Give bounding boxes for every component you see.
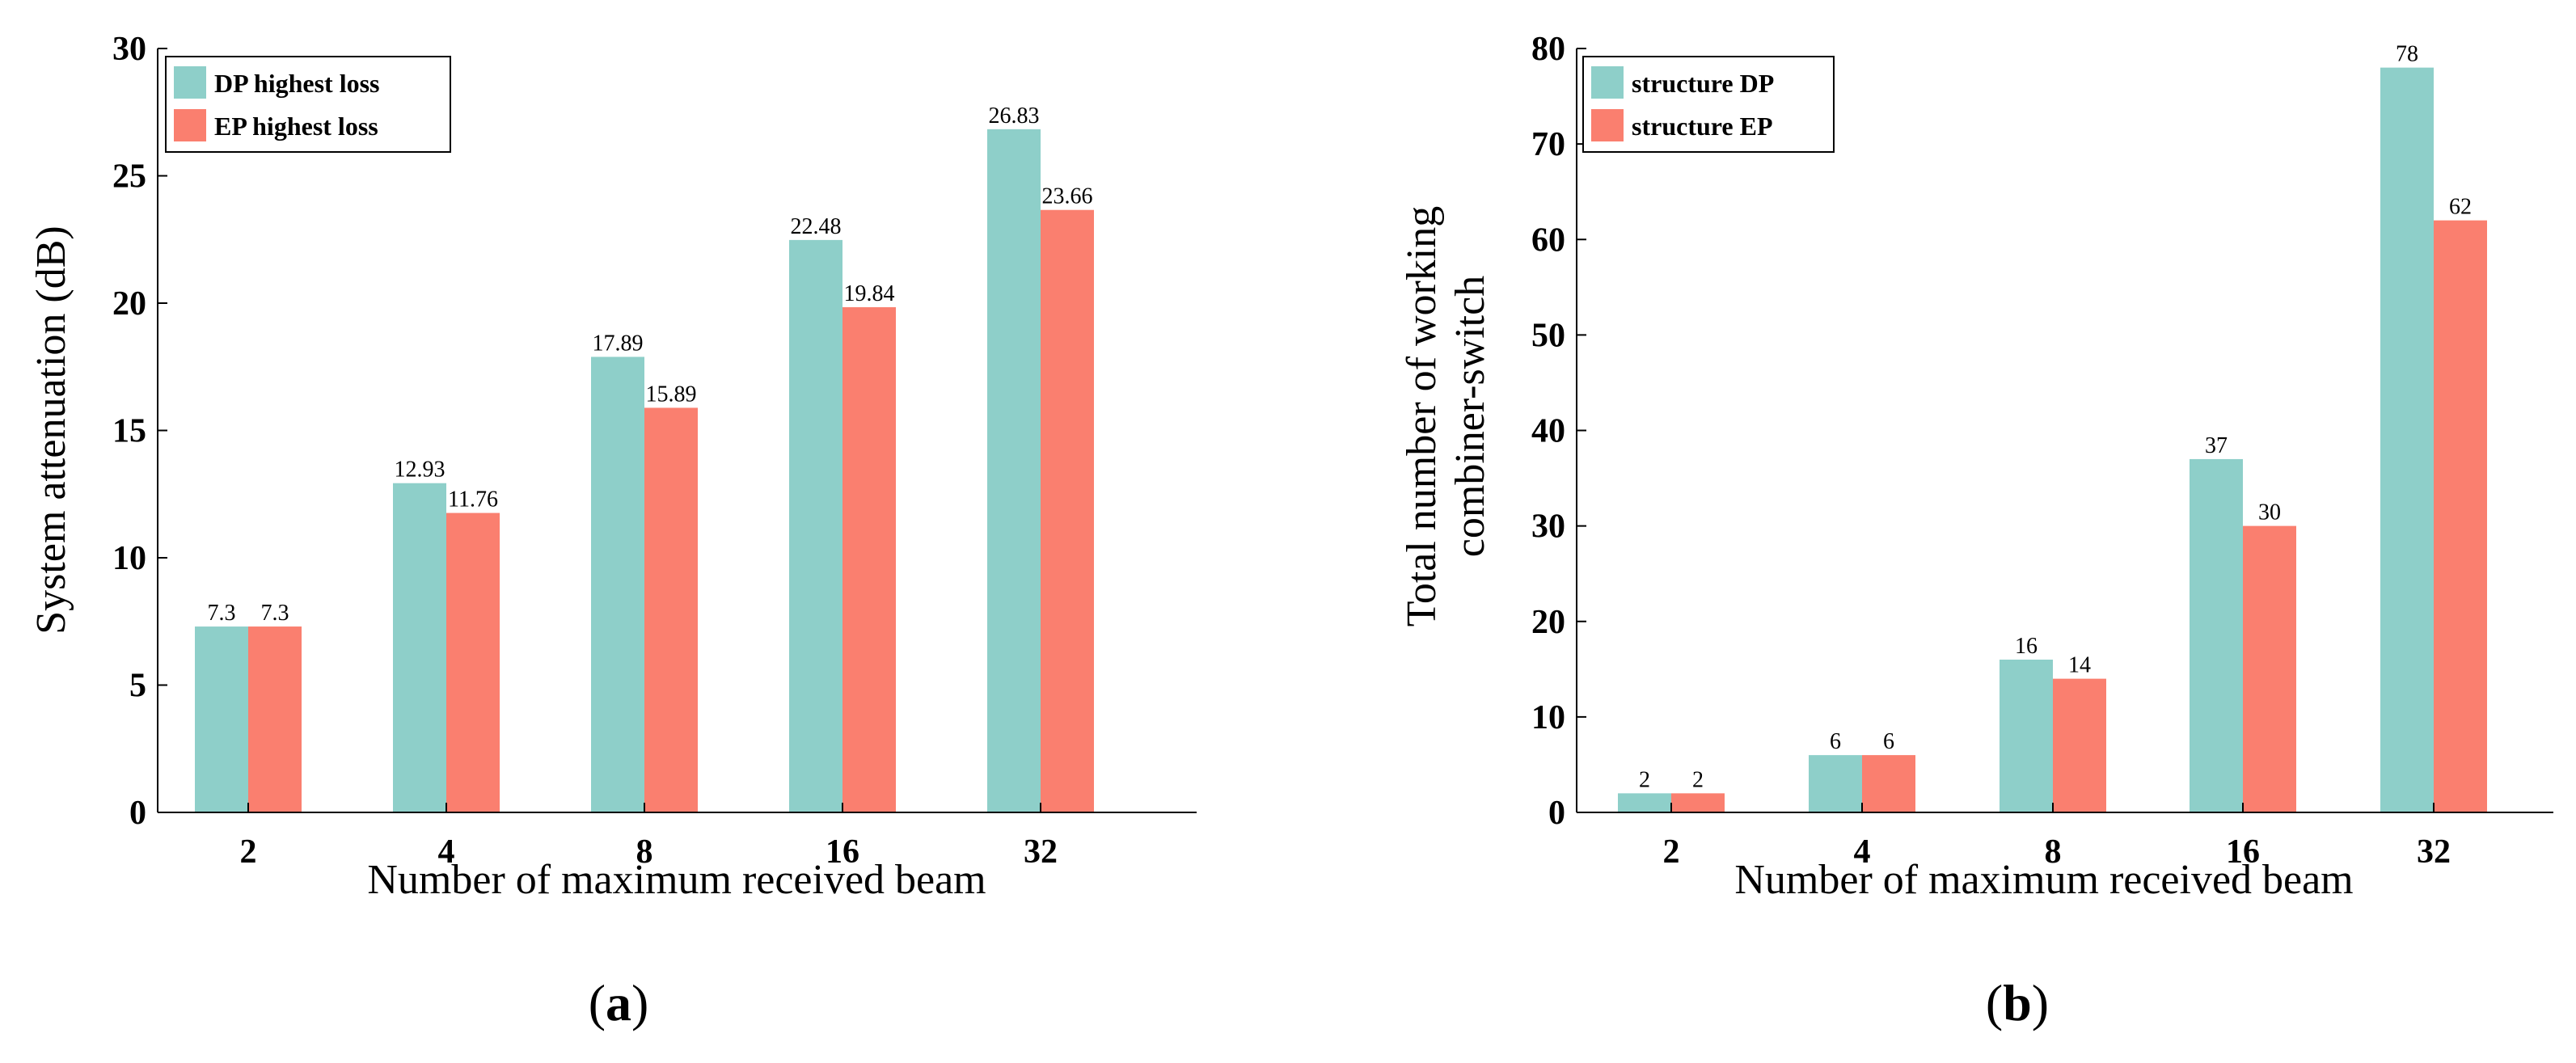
- y-tick-label-b: 70: [1531, 126, 1565, 163]
- x-axis-title-a: Number of maximum received beam: [367, 857, 986, 903]
- legend-swatch-a-1: [174, 109, 206, 141]
- legend-label-a-1: EP highest loss: [214, 112, 378, 141]
- x-tick-label-a: 8: [636, 833, 653, 871]
- data-label-a-0-32: 26.83: [989, 103, 1040, 129]
- panel-letter-a: a: [606, 974, 631, 1031]
- data-label-a-0-2: 7.3: [208, 601, 236, 626]
- data-label-a-0-8: 17.89: [593, 331, 644, 356]
- bar-a-0-2: [195, 626, 248, 812]
- data-label-a-1-4: 11.76: [448, 487, 498, 513]
- bar-b-1-16: [2243, 525, 2296, 812]
- bar-a-0-8: [591, 356, 644, 813]
- y-tick-label-b: 20: [1531, 604, 1565, 641]
- panel-letter-b: b: [2003, 974, 2032, 1031]
- bar-a-1-32: [1041, 209, 1094, 813]
- y-tick-label-b: 30: [1531, 508, 1565, 546]
- bar-a-0-32: [987, 129, 1041, 813]
- y-ticks-a: 0 5 10 15 20 25 30: [112, 31, 167, 832]
- chart-panel-b: 2 2 6 6 16 14 37 30 78 62 0 10 20 30 40 50 60 70 80 2 4 8 16…: [1399, 31, 2553, 1031]
- x-tick-label-a: 2: [240, 833, 257, 871]
- x-tick-label-b: 2: [1663, 833, 1680, 871]
- bar-a-1-8: [644, 407, 698, 812]
- x-tick-label-a: 32: [1024, 833, 1058, 871]
- data-label-b-1-2: 2: [1692, 767, 1704, 792]
- bar-a-1-2: [248, 626, 302, 812]
- bar-a-0-16: [789, 239, 842, 812]
- bar-b-1-2: [1671, 793, 1725, 812]
- x-ticks-a: 2 4 8 16 32: [240, 803, 1058, 871]
- y-tick-label-a: 10: [112, 540, 146, 577]
- x-tick-label-b: 8: [2045, 833, 2062, 871]
- y-tick-label-a: 30: [112, 31, 146, 68]
- x-tick-label-b: 4: [1854, 833, 1871, 871]
- bar-b-0-4: [1809, 755, 1862, 812]
- legend-label-b-1: structure EP: [1632, 112, 1772, 141]
- bar-b-0-8: [2000, 660, 2053, 812]
- bar-a-1-4: [446, 513, 500, 812]
- x-tick-label-b: 32: [2417, 833, 2451, 871]
- data-label-b-1-4: 6: [1883, 729, 1894, 754]
- legend-swatch-a-0: [174, 66, 206, 99]
- x-ticks-b: 2 4 8 16 32: [1663, 803, 2451, 871]
- x-axis-title-b: Number of maximum received beam: [1734, 857, 2353, 903]
- data-label-b-1-32: 62: [2449, 195, 2472, 220]
- legend-box-b: [1582, 56, 1835, 153]
- y-tick-label-b: 40: [1531, 413, 1565, 450]
- legend-swatch-b-1: [1591, 109, 1624, 141]
- data-label-b-0-16: 37: [2205, 433, 2228, 458]
- y-tick-label-b: 60: [1531, 221, 1565, 259]
- y-tick-label-a: 20: [112, 285, 146, 323]
- data-label-b-1-16: 30: [2258, 500, 2281, 525]
- bar-a-1-16: [842, 307, 896, 812]
- y-tick-label-a: 15: [112, 413, 146, 450]
- y-tick-label-b: 50: [1531, 317, 1565, 354]
- y-tick-label-a: 0: [129, 795, 146, 832]
- legend-a: DP highest loss EP highest loss: [165, 56, 451, 153]
- y-tick-label-a: 25: [112, 158, 146, 196]
- y-tick-label-a: 5: [129, 668, 146, 705]
- data-label-a-1-2: 7.3: [261, 601, 289, 626]
- y-axis-title-a: System attenuation (dB): [28, 226, 74, 634]
- y-axis-title-b-line2: combiner-switch: [1447, 276, 1493, 557]
- data-label-b-0-4: 6: [1830, 729, 1841, 754]
- y-ticks-b: 0 10 20 30 40 50 60 70 80: [1531, 31, 1586, 832]
- data-label-a-1-32: 23.66: [1042, 184, 1093, 209]
- data-label-a-0-16: 22.48: [791, 214, 842, 239]
- panel-label-a: (a): [589, 974, 649, 1031]
- y-axis-title-b-line1: Total number of working: [1399, 206, 1445, 627]
- data-label-b-0-8: 16: [2015, 634, 2038, 659]
- legend-swatch-b-0: [1591, 66, 1624, 99]
- bar-b-0-32: [2380, 67, 2434, 812]
- bar-a-0-4: [393, 483, 446, 812]
- data-label-a-1-8: 15.89: [646, 382, 697, 407]
- legend-box-a: [165, 56, 451, 153]
- data-label-b-0-32: 78: [2396, 42, 2418, 67]
- x-tick-label-a: 4: [438, 833, 455, 871]
- legend-label-a-0: DP highest loss: [214, 69, 379, 98]
- legend-b: structure DP structure EP: [1582, 56, 1835, 153]
- y-tick-label-b: 0: [1548, 795, 1565, 832]
- data-label-a-1-16: 19.84: [844, 281, 895, 306]
- legend-label-b-0: structure DP: [1632, 69, 1774, 98]
- bars-group-b: 2 2 6 6 16 14 37 30 78 62: [1618, 42, 2487, 812]
- y-tick-label-b: 10: [1531, 699, 1565, 736]
- x-tick-label-a: 16: [826, 833, 859, 871]
- y-tick-label-b: 80: [1531, 31, 1565, 68]
- bar-b-1-4: [1862, 755, 1915, 812]
- bar-b-0-2: [1618, 793, 1671, 812]
- panel-label-b: (b): [1986, 974, 2049, 1031]
- bar-b-1-32: [2434, 220, 2487, 812]
- data-label-b-0-2: 2: [1639, 767, 1650, 792]
- bar-b-1-8: [2053, 678, 2106, 812]
- x-tick-label-b: 16: [2226, 833, 2260, 871]
- data-label-a-0-4: 12.93: [395, 458, 446, 483]
- bar-b-0-16: [2190, 458, 2243, 812]
- data-label-b-1-8: 14: [2068, 653, 2091, 678]
